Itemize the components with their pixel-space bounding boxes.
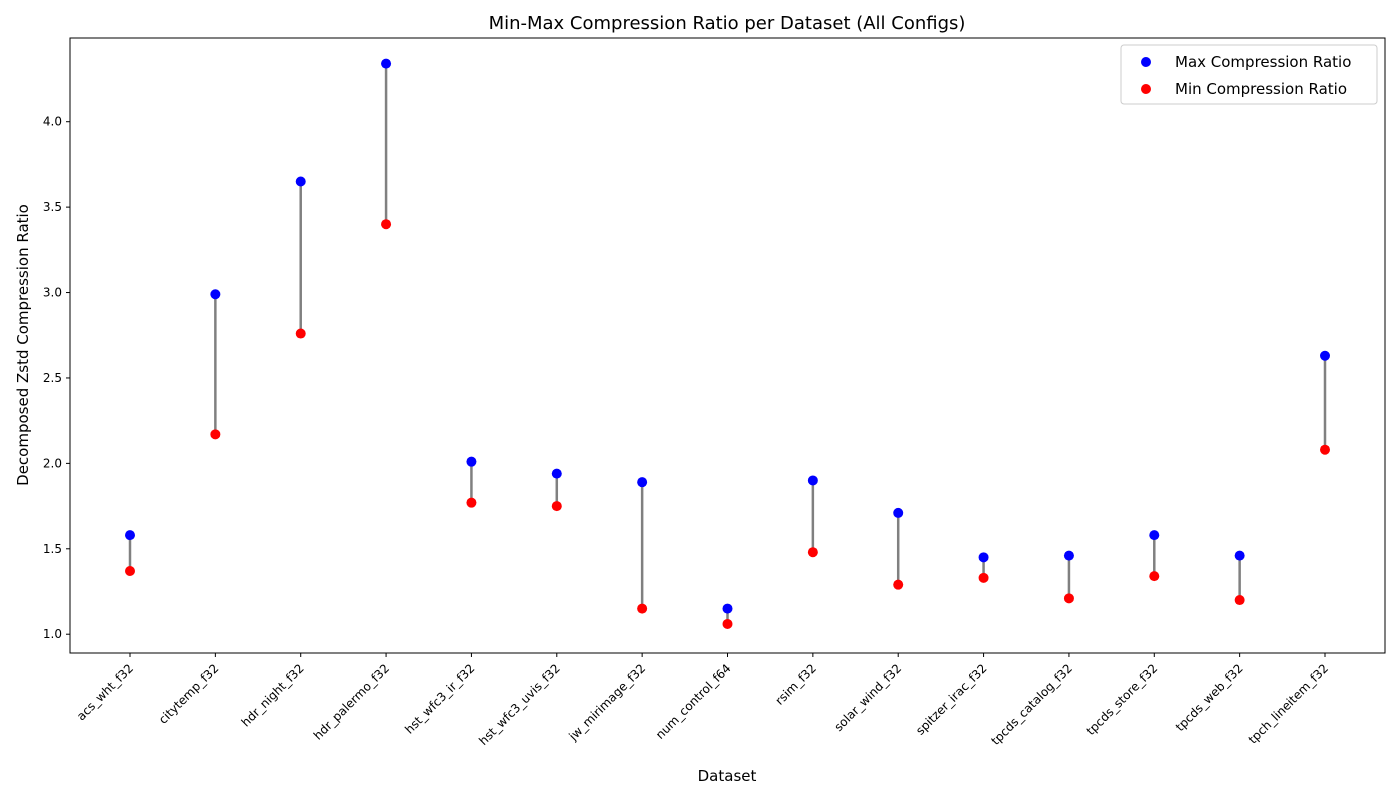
min-point [1320, 444, 1330, 455]
y-tick-label: 1.5 [43, 542, 62, 556]
chart-title: Min-Max Compression Ratio per Dataset (A… [489, 13, 966, 34]
x-tick-label: num_control_f64 [653, 661, 734, 742]
legend-label-min: Min Compression Ratio [1175, 80, 1347, 98]
x-tick-label: hst_wfc3_ir_f32 [402, 661, 477, 736]
x-tick-label: tpch_lineitem_f32 [1246, 661, 1331, 746]
max-point [210, 289, 221, 300]
max-point [295, 176, 306, 187]
max-point [637, 477, 648, 488]
x-tick-label: solar_wind_f32 [831, 661, 904, 734]
legend-box [1120, 44, 1378, 105]
min-point [551, 501, 562, 512]
min-point [722, 618, 733, 629]
max-point [1149, 530, 1160, 541]
min-point [978, 572, 989, 583]
x-tick-label: tpcds_catalog_f32 [988, 661, 1075, 748]
legend-marker-min [1141, 84, 1151, 94]
legend: Max Compression Ratio Min Compression Ra… [1120, 44, 1378, 105]
x-axis-label: Dataset [698, 767, 757, 785]
y-axis-label: Decomposed Zstd Compression Ratio [14, 204, 32, 486]
y-tick-label: 1.0 [43, 627, 62, 641]
max-point [807, 475, 818, 486]
x-tick-label: citytemp_f32 [156, 661, 222, 727]
x-tick-label: spitzer_irac_f32 [913, 661, 990, 738]
max-point [381, 58, 392, 69]
y-tick-label: 3.0 [43, 286, 62, 300]
legend-label-max: Max Compression Ratio [1175, 53, 1351, 71]
plot-frame [69, 37, 1386, 654]
min-point [466, 497, 477, 508]
min-point [637, 603, 648, 614]
y-tick-label: 2.0 [43, 456, 62, 470]
x-tick-label: tpcds_store_f32 [1084, 661, 1161, 738]
x-tick-label: hdr_palermo_f32 [311, 661, 392, 742]
max-point [1063, 550, 1074, 561]
max-point [551, 468, 562, 479]
min-point [210, 429, 221, 440]
min-point [893, 579, 904, 590]
min-point [807, 547, 818, 558]
legend-marker-max [1141, 57, 1151, 67]
max-point [466, 456, 477, 467]
max-point [1320, 350, 1330, 361]
min-point [1063, 593, 1074, 604]
min-point [1149, 571, 1160, 582]
y-tick-label: 3.5 [43, 200, 62, 214]
min-point [295, 328, 306, 339]
max-point [722, 603, 733, 614]
y-tick-label: 4.0 [43, 115, 62, 129]
x-tick-label: jw_mirimage_f32 [566, 661, 649, 744]
max-point [978, 552, 989, 563]
max-point [1234, 550, 1245, 561]
max-point [125, 530, 135, 541]
max-point [893, 507, 904, 518]
min-point [381, 219, 392, 230]
x-tick-label: hdr_night_f32 [239, 661, 307, 729]
x-tick-label: hst_wfc3_uvis_f32 [476, 661, 563, 748]
x-tick-label: rsim_f32 [773, 661, 819, 707]
min-point [125, 566, 135, 576]
min-point [1234, 595, 1245, 606]
x-tick-label: tpcds_web_f32 [1173, 661, 1246, 734]
y-tick-label: 2.5 [43, 371, 62, 385]
x-tick-label: acs_wht_f32 [74, 661, 136, 723]
